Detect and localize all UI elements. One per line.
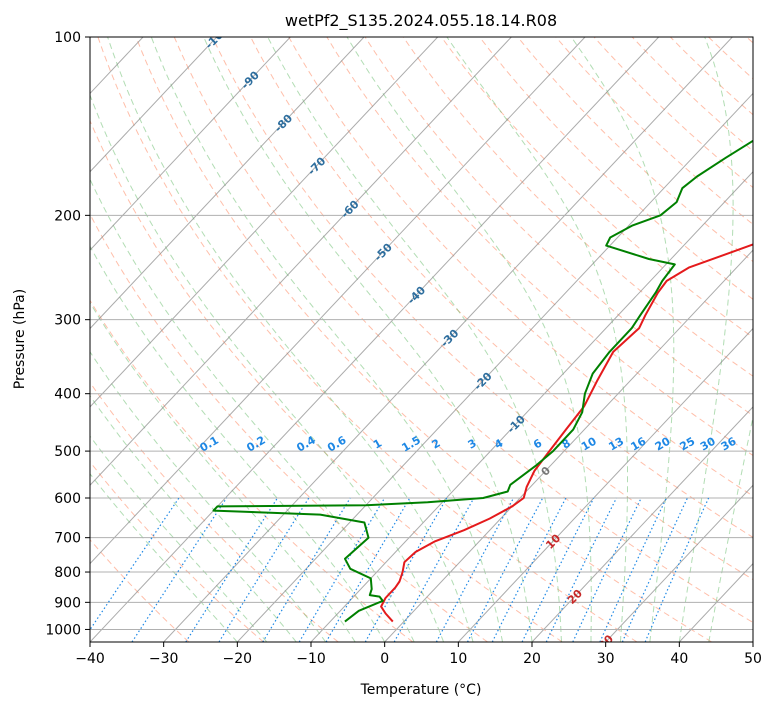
- plot-area: -100-90-80-70-60-50-40-30-20-10010203040…: [90, 37, 753, 652]
- mixing-ratio-line: [262, 497, 351, 642]
- moist-adiabat: [570, 37, 675, 642]
- dry-adiabat: [288, 37, 753, 497]
- dry-adiabat: [135, 37, 712, 642]
- isotherm-line: [531, 406, 753, 642]
- mixing-ratio-line: [435, 497, 515, 642]
- mixing-ratio-line: [572, 497, 642, 642]
- moist-adiabat: [446, 37, 628, 642]
- y-tick-label: 900: [54, 595, 81, 611]
- mixing-ratio-line: [545, 497, 617, 642]
- moist-adiabat: [90, 178, 415, 642]
- x-tick-label: 20: [523, 651, 541, 667]
- x-tick-label: 30: [597, 651, 615, 667]
- y-tick-label: 300: [54, 313, 81, 329]
- isotherm-line: [90, 37, 439, 408]
- isotherm-line: [90, 37, 586, 565]
- y-tick-label: 800: [54, 565, 81, 581]
- isotherm-label: 30: [596, 632, 616, 652]
- dry-adiabat: [211, 37, 753, 581]
- mixing-ratio-line: [90, 497, 180, 631]
- sounding-series: [212, 139, 753, 623]
- isotherm-line: [457, 327, 753, 642]
- y-tick-label: 1000: [45, 622, 81, 638]
- temperature-line: [380, 243, 753, 623]
- dry-adiabat: [90, 538, 190, 642]
- isotherm-line: [236, 92, 753, 642]
- pressure-gridlines: [90, 37, 753, 630]
- isotherm-line: [90, 37, 365, 330]
- x-axis-ticks: −40 −30 −20 −10 0 10 20 30 40 50: [75, 642, 762, 667]
- mixing-ratio-line: [599, 497, 667, 642]
- y-tick-label: 200: [54, 208, 81, 224]
- mixing-ratio-line: [621, 497, 688, 642]
- isotherm-line: [90, 37, 660, 642]
- isotherm-line: [90, 37, 512, 486]
- isotherms: [90, 37, 753, 642]
- isotherm-line: [163, 37, 733, 642]
- chart-title: wetPf2_S135.2024.055.18.14.R08: [285, 11, 557, 31]
- moist-adiabat: [107, 37, 474, 642]
- y-tick-label: 500: [54, 444, 81, 460]
- moist-adiabat: [90, 301, 356, 642]
- y-tick-label: 600: [54, 491, 81, 507]
- x-tick-label: 0: [380, 651, 389, 667]
- moist-adiabat: [90, 245, 386, 642]
- y-tick-label: 400: [54, 387, 81, 403]
- isotherm-line: [90, 37, 218, 173]
- moist-adiabat: [678, 37, 734, 642]
- x-tick-label: −40: [75, 651, 105, 667]
- dry-adiabat: [250, 37, 753, 538]
- dry-adiabats: [90, 37, 753, 642]
- dry-adiabat: [478, 37, 753, 300]
- x-axis-label: Temperature (°C): [360, 682, 482, 698]
- mixing-ratio-line: [185, 497, 278, 642]
- moist-adiabat: [267, 37, 562, 642]
- x-tick-label: 50: [744, 651, 762, 667]
- moist-adiabats: [90, 37, 753, 642]
- moist-adiabat: [90, 394, 297, 642]
- y-tick-label: 100: [54, 30, 81, 46]
- isotherm-line: [90, 37, 291, 251]
- y-axis-ticks: 1000 900 800 700 600 500 400 300 200 100: [45, 30, 90, 638]
- mixing-ratio-line: [218, 497, 310, 642]
- dry-adiabat: [173, 37, 753, 624]
- moist-adiabat: [346, 37, 592, 642]
- isotherm-line: [310, 171, 753, 642]
- mixing-ratio-line: [466, 497, 544, 642]
- dry-adiabat: [90, 213, 488, 642]
- isotherm-line: [605, 484, 753, 642]
- dry-adiabat: [97, 37, 638, 642]
- dewpoint-line: [212, 139, 753, 623]
- y-tick-label: 700: [54, 531, 81, 547]
- moist-adiabat: [203, 37, 533, 642]
- x-tick-label: −10: [296, 651, 326, 667]
- x-tick-label: 10: [449, 651, 467, 667]
- dry-adiabat: [90, 460, 264, 642]
- plot-frame: [89, 36, 754, 643]
- moist-adiabat: [90, 350, 327, 642]
- dry-adiabat: [90, 119, 563, 642]
- x-tick-label: 40: [670, 651, 688, 667]
- moist-adiabat: [90, 93, 445, 642]
- mixing-ratio-line: [644, 497, 710, 642]
- mixing-ratio-line: [521, 497, 595, 642]
- x-tick-label: −20: [223, 651, 253, 667]
- moist-adiabat: [708, 414, 753, 642]
- y-axis-label: Pressure (hPa): [12, 289, 28, 389]
- dry-adiabat: [440, 37, 753, 339]
- mixing-ratio-line: [491, 497, 567, 642]
- isotherm-line: [384, 249, 753, 642]
- x-tick-label: −30: [149, 651, 179, 667]
- moist-adiabat: [150, 37, 503, 642]
